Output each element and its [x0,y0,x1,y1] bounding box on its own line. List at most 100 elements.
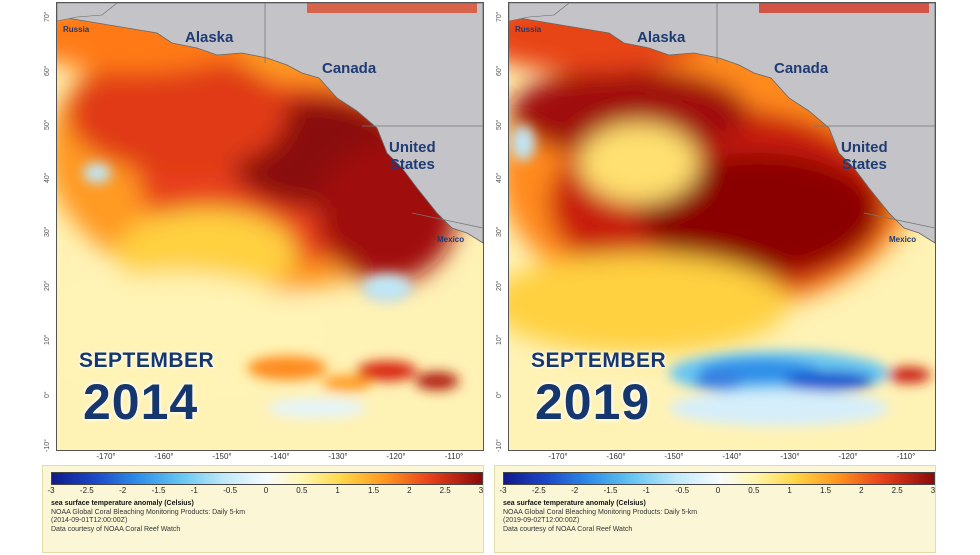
label-united-states: United States [389,139,436,173]
longitude-tick: -140° [722,452,742,461]
label-mexico: Mexico [889,235,917,244]
latitude-tick: 70° [44,11,51,22]
legend-product: NOAA Global Coral Bleaching Monitoring P… [503,508,698,516]
latitude-axis: 70° 60° 50° 40° 30° 20° 10° 0° -10° [42,0,56,452]
year-label: 2014 [83,374,199,430]
latitude-tick: 40° [44,172,51,184]
color-scale [503,472,937,485]
legend-product: NOAA Global Coral Bleaching Monitoring P… [51,508,246,516]
legend-title: sea surface temperature anomaly (Celsius… [503,500,646,507]
longitude-tick: -110° [444,452,464,461]
label-canada: Canada [322,60,377,77]
year-label: 2019 [535,374,651,430]
latitude-tick: 50° [496,118,503,130]
longitude-tick: -170° [96,452,116,461]
label-alaska: Alaska [185,29,234,46]
legend-credit: Data courtesy of NOAA Coral Reef Watch [503,525,633,533]
month-label: SEPTEMBER [79,349,215,372]
latitude-tick: 30° [44,226,51,237]
us-mexico-border [863,212,935,229]
sst-map-graphic [57,3,483,450]
scale-tick-label: 2 [859,486,864,495]
legend-text: sea surface temperature anomaly (Celsius… [51,500,245,534]
longitude-tick: -140° [270,452,290,461]
equatorial-band [83,163,459,418]
sst-anomaly-map: Russia Alaska Canada United States Mexic… [508,2,936,451]
sst-anomaly-map: Russia Alaska Canada United States Mexic… [56,2,484,451]
russia-land [57,3,118,22]
map-panel-2019: 70° 60° 50° 40° 30° 20° 10° 0° -10° [494,0,936,555]
scale-tick-label: 0.5 [296,486,308,495]
label-alaska: Alaska [637,29,686,46]
scale-tick-label: 2.5 [439,486,451,495]
scale-tick-label: -1 [190,486,198,495]
us-mexico-border [411,212,483,229]
scale-tick-label: 1.5 [819,486,832,495]
scale-tick-label: -0.5 [675,486,690,495]
longitude-tick: -120° [838,452,858,461]
latitude-tick: 60° [44,65,51,76]
legend-text: sea surface temperature anomaly (Celsius… [503,500,697,534]
latitude-tick: -10° [44,439,51,452]
scale-tick-label: 0 [715,486,721,495]
scale-tick-label: 3 [930,486,936,495]
legend-title: sea surface temperature anomaly (Celsius… [51,500,194,507]
legend-date: (2014-09-01T12:00:00Z) [51,517,128,524]
latitude-tick: 0° [496,391,503,399]
scale-tick-label: -0.5 [223,486,238,495]
arctic-warm-strip [307,3,477,13]
latitude-tick: 20° [496,280,503,291]
longitude-tick: -150° [212,452,232,461]
warm-anomaly-field [57,3,467,393]
latitude-tick: 50° [44,118,51,130]
land-mass [509,3,935,244]
longitude-tick: -170° [548,452,568,461]
scale-tick-label: -1 [642,486,650,495]
longitude-tick: -120° [386,452,406,461]
scale-tick-label: -2 [571,486,579,495]
latitude-tick: -10° [496,439,503,452]
latitude-tick: 30° [496,226,503,237]
scale-tick-label: -2.5 [79,486,94,495]
longitude-tick: -130° [780,452,800,461]
scale-tick-label: 1.5 [367,486,380,495]
latitude-tick: 70° [496,11,503,22]
longitude-tick: -160° [606,452,626,461]
scale-tick-label: 1 [335,486,340,495]
scale-tick-label: 0.5 [748,486,760,495]
label-canada: Canada [774,60,829,77]
latitude-tick: 60° [496,65,503,76]
scale-tick-label: -3 [47,486,55,495]
label-russia: Russia [515,25,542,34]
sst-map-graphic [509,3,935,450]
scale-tick-label: -2 [119,486,127,495]
label-russia: Russia [63,25,90,34]
russia-land [509,3,570,22]
scale-tick-label: 2 [407,486,412,495]
latitude-axis: 70° 60° 50° 40° 30° 20° 10° 0° -10° [494,0,508,452]
scale-tick-label: 2.5 [891,486,903,495]
scale-tick-label: -1.5 [603,486,618,495]
color-legend: -3 -2.5 -2 -1.5 -1 -0.5 0 0.5 1 1.5 2 2.5 3 sea surf… [42,465,484,553]
arctic-warm-strip [759,3,929,13]
color-scale-ticks: -3 -2.5 -2 -1.5 -1 -0.5 0 0.5 1 1.5 2 2.5 3 [47,486,485,496]
latitude-tick: 10° [496,333,503,345]
scale-tick-label: -2.5 [531,486,546,495]
longitude-tick: -160° [154,452,174,461]
label-mexico: Mexico [437,235,465,244]
scale-tick-label: 0 [263,486,269,495]
scale-tick-label: 1 [787,486,792,495]
color-legend: -3 -2.5 -2 -1.5 -1 -0.5 0 0.5 1 1.5 2 2.5 3 sea surf… [494,465,936,553]
land-mass [57,3,483,244]
longitude-tick: -130° [328,452,348,461]
scale-tick-label: -1.5 [151,486,166,495]
latitude-tick: 0° [44,391,51,399]
color-scale-bar [51,472,483,485]
scale-tick-label: -3 [499,486,507,495]
longitude-axis: -170° -160° -150° -140° -130° -120° -110° [56,452,482,464]
color-scale [51,472,485,485]
color-scale-bar [503,472,935,485]
longitude-tick: -150° [664,452,684,461]
latitude-tick: 10° [44,333,51,345]
label-united-states: United States [841,139,888,173]
